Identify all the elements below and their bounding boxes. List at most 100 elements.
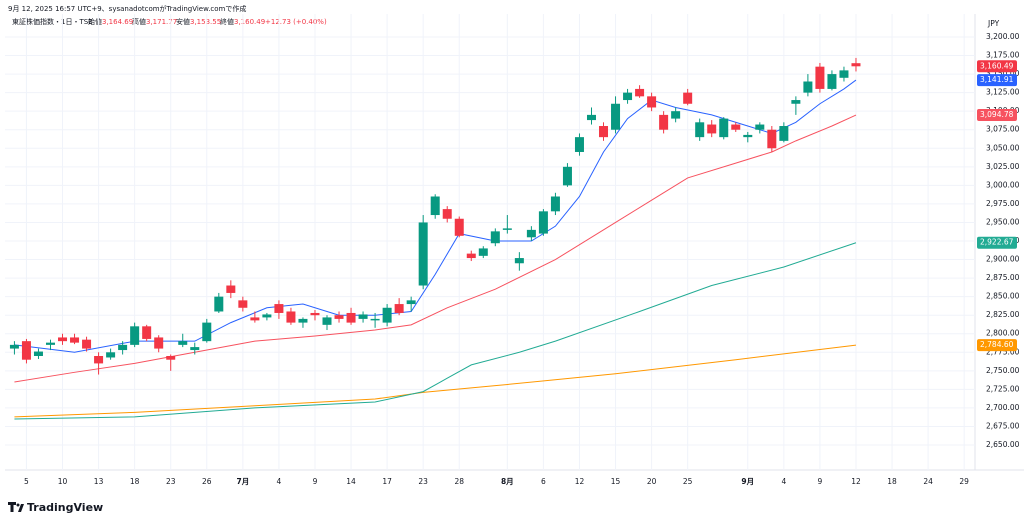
y-tick-label: 3,050.00 xyxy=(986,143,1020,152)
candle-body xyxy=(538,211,548,234)
x-tick-label: 9 xyxy=(313,477,318,486)
x-tick-label: 23 xyxy=(166,477,176,486)
candle-body xyxy=(9,344,19,349)
candle-body xyxy=(106,352,116,358)
y-tick-label: 2,950.00 xyxy=(986,217,1020,226)
y-tick-label: 3,075.00 xyxy=(986,125,1020,134)
candle-body xyxy=(815,66,825,89)
candle-body xyxy=(719,118,729,138)
moving-average xyxy=(14,114,857,383)
candle-body xyxy=(755,124,765,130)
x-tick-label: 5 xyxy=(24,477,29,486)
candle-body xyxy=(358,314,368,319)
candle-body xyxy=(466,253,476,259)
candle-body xyxy=(418,222,428,286)
logo-text: TradingView xyxy=(27,501,103,514)
y-tick-label: 2,700.00 xyxy=(986,403,1020,412)
candle-body xyxy=(683,92,693,104)
candle-body xyxy=(839,70,849,78)
created-note: 9月 12, 2025 16:57 UTC+9、sysanadotcomがTra… xyxy=(8,4,246,13)
candle-body xyxy=(574,137,584,152)
candle-body xyxy=(767,129,777,149)
open-label: 始値 xyxy=(88,17,102,26)
candle-body xyxy=(58,337,68,342)
open-value: 3,164.69 xyxy=(102,18,133,26)
price-tag-label: 3,094.78 xyxy=(980,110,1014,119)
candle-body xyxy=(502,228,512,230)
legend: 東証株価指数・1日・TSE 始値 3,164.69 高値 3,171.77 安値… xyxy=(12,17,327,26)
candle-body xyxy=(442,209,452,219)
x-tick-label: 25 xyxy=(683,477,693,486)
x-tick-label: 7月 xyxy=(236,477,249,486)
candle-body xyxy=(562,166,572,186)
candle-body xyxy=(851,63,861,67)
y-tick-label: 2,850.00 xyxy=(986,292,1020,301)
y-tick-label: 2,650.00 xyxy=(986,440,1020,449)
candle-body xyxy=(262,314,272,318)
candle-body xyxy=(310,312,320,316)
candle-body xyxy=(94,355,104,364)
price-tag-label: 2,922.67 xyxy=(980,238,1014,247)
candle-body xyxy=(791,100,801,104)
y-tick-label: 2,825.00 xyxy=(986,310,1020,319)
x-tick-label: 12 xyxy=(575,477,585,486)
candle-body xyxy=(659,114,669,130)
y-tick-label: 2,800.00 xyxy=(986,329,1020,338)
candle-body xyxy=(394,304,404,313)
candle-body xyxy=(178,341,188,345)
change: +12.73 (+0.40%) xyxy=(265,18,327,26)
close-label: 終値 xyxy=(220,17,234,26)
x-tick-label: 29 xyxy=(959,477,969,486)
candle-body xyxy=(779,126,789,141)
y-tick-label: 3,025.00 xyxy=(986,162,1020,171)
x-tick-label: 12 xyxy=(851,477,861,486)
y-tick-label: 2,675.00 xyxy=(986,421,1020,430)
candle-body xyxy=(623,92,633,101)
candle-body xyxy=(743,134,753,138)
candle-body xyxy=(707,124,717,134)
x-tick-label: 17 xyxy=(382,477,392,486)
currency: JPY xyxy=(987,19,1000,28)
x-tick-label: 4 xyxy=(277,477,282,486)
candle-body xyxy=(286,311,296,323)
candle-body xyxy=(274,304,284,313)
moving-average xyxy=(14,344,857,418)
moving-average xyxy=(14,242,857,420)
candle-body xyxy=(82,339,92,349)
x-tick-label: 23 xyxy=(418,477,428,486)
x-tick-label: 26 xyxy=(202,477,212,486)
candle-body xyxy=(250,317,260,321)
candle-body xyxy=(226,285,236,293)
high-label: 高値 xyxy=(132,17,146,26)
y-tick-label: 3,175.00 xyxy=(986,51,1020,60)
x-tick-label: 6 xyxy=(541,477,546,486)
candle-body xyxy=(514,258,524,264)
candle-body xyxy=(238,300,248,308)
candle-body xyxy=(599,126,609,138)
candle-body xyxy=(490,231,500,244)
y-tick-label: 2,725.00 xyxy=(986,384,1020,393)
low-value: 3,153.55 xyxy=(190,18,221,26)
candle-body xyxy=(671,111,681,119)
candle-body xyxy=(635,88,645,97)
candle-body xyxy=(190,347,200,351)
candle-body xyxy=(586,114,596,121)
candle-body xyxy=(803,81,813,93)
x-tick-label: 28 xyxy=(454,477,464,486)
x-tick-label: 9 xyxy=(818,477,823,486)
candle-body xyxy=(21,341,31,360)
x-tick-label: 4 xyxy=(781,477,786,486)
x-tick-label: 9月 xyxy=(741,477,754,486)
candle-body xyxy=(406,300,416,305)
candle-body xyxy=(611,103,621,130)
candle-body xyxy=(346,312,356,323)
candle-body xyxy=(202,322,212,342)
x-tick-label: 10 xyxy=(58,477,68,486)
candle-body xyxy=(214,296,224,312)
candle-body xyxy=(334,315,344,319)
candle-body xyxy=(118,344,128,351)
candle-body xyxy=(154,337,164,349)
y-tick-label: 2,750.00 xyxy=(986,366,1020,375)
y-tick-label: 2,875.00 xyxy=(986,273,1020,282)
candle-body xyxy=(45,342,55,345)
